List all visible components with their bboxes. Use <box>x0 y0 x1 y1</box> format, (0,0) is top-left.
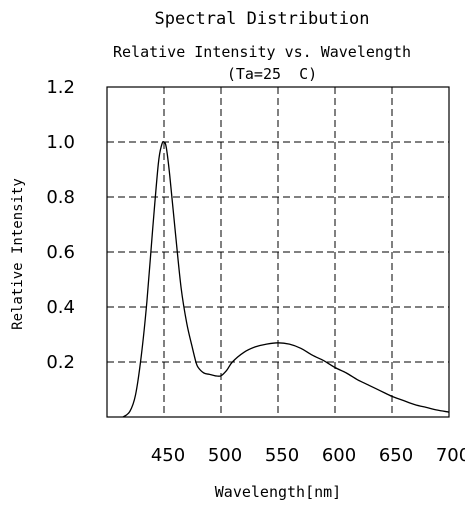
x-tick-label: 500 <box>208 445 242 466</box>
x-tick-label: 600 <box>322 445 356 466</box>
y-tick-label: 0.8 <box>46 187 75 208</box>
y-axis-ticks: 0.2 0.4 0.6 0.8 1.0 1.2 <box>46 77 75 373</box>
y-tick-label: 1.0 <box>46 132 75 153</box>
y-tick-label: 0.4 <box>46 297 75 318</box>
x-tick-label: 650 <box>379 445 413 466</box>
chart-condition: (Ta=25 C) <box>227 65 317 83</box>
x-tick-label: 550 <box>265 445 299 466</box>
y-tick-label: 1.2 <box>46 77 75 98</box>
y-axis-label: Relative Intensity <box>10 178 26 330</box>
x-axis-label: Wavelength[nm] <box>215 483 341 501</box>
x-tick-label: 700 <box>436 445 465 466</box>
chart-title: Spectral Distribution <box>155 9 370 29</box>
y-tick-label: 0.2 <box>46 352 75 373</box>
y-tick-label: 0.6 <box>46 242 75 263</box>
spectrum-line <box>122 141 450 418</box>
chart-subtitle: Relative Intensity vs. Wavelength <box>113 43 411 61</box>
plot-frame <box>106 86 450 418</box>
x-axis-ticks: 450 500 550 600 650 700 <box>151 445 465 466</box>
x-tick-label: 450 <box>151 445 185 466</box>
grid <box>107 87 449 417</box>
series-group <box>122 141 450 418</box>
